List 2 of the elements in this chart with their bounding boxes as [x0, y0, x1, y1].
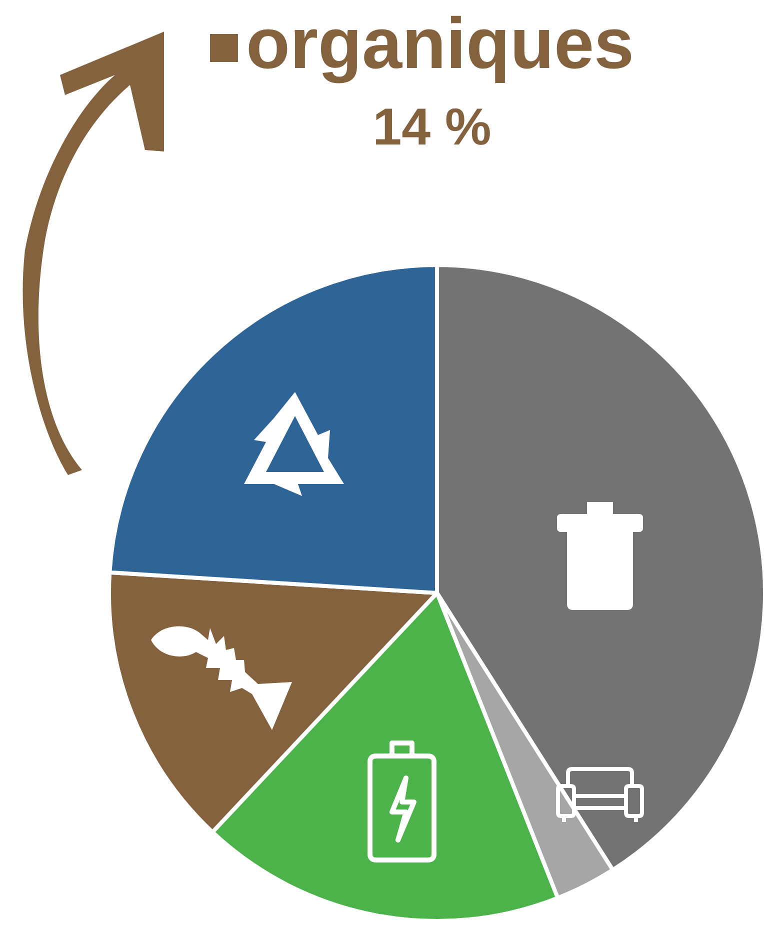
legend-label: organiques — [246, 4, 634, 84]
data-label: 14 % — [372, 98, 492, 156]
